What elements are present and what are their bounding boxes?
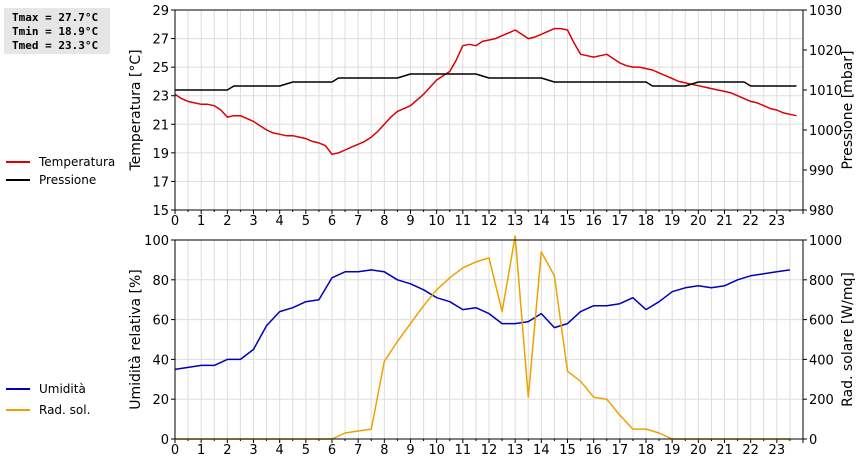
x-tick-label: 12: [481, 443, 498, 458]
x-tick-label: 18: [638, 214, 655, 229]
x-tick-label: 16: [585, 443, 602, 458]
plot-temp-press: 0 1 2 3 4 5 6 7 8 9 10 11 12 13 14 15 16 17 18 19 20 21 22 2315…: [128, 4, 856, 229]
x-tick-label: 7: [354, 443, 362, 458]
y-left-tick-label: 17: [152, 175, 169, 190]
y-right-tick-label: 200: [809, 393, 834, 408]
x-tick-label: 8: [380, 214, 388, 229]
x-tick-label: 6: [328, 443, 336, 458]
x-tick-label: 3: [249, 443, 257, 458]
legend-swatch-umidita: [6, 388, 30, 390]
y-right-axis-label: Pressione [mbar]: [840, 50, 856, 169]
x-tick-label: 2: [223, 214, 231, 229]
y-left-axis-label: Temperatura [°C]: [128, 49, 144, 171]
legend-label-temperatura: Temperatura: [39, 155, 116, 169]
x-tick-label: 7: [354, 214, 362, 229]
legend-label-radsol: Rad. sol.: [39, 403, 91, 417]
y-right-tick-label: 1000: [809, 234, 842, 249]
y-right-tick-label: 800: [809, 274, 834, 289]
x-tick-label: 17: [612, 443, 629, 458]
y-right-tick-label: 400: [809, 353, 834, 368]
y-left-tick-label: 40: [152, 353, 169, 368]
x-tick-label: 11: [455, 214, 472, 229]
x-tick-label: 3: [249, 214, 257, 229]
x-tick-label: 15: [559, 214, 576, 229]
stat-tmed: Tmed = 23.3°C: [12, 39, 99, 52]
y-right-tick-label: 0: [809, 433, 817, 448]
x-tick-label: 10: [428, 214, 445, 229]
y-right-tick-label: 1020: [809, 44, 842, 59]
stats-box: Tmax = 27.7°C Tmin = 18.9°C Tmed = 23.3°…: [4, 8, 110, 54]
legend-swatch-pressione: [6, 179, 30, 181]
legend-swatch-temperatura: [6, 161, 30, 163]
y-left-tick-label: 25: [152, 61, 169, 76]
y-left-axis-label: Umidità relativa [%]: [128, 269, 144, 410]
y-right-tick-label: 1030: [809, 4, 842, 19]
y-left-tick-label: 20: [152, 393, 169, 408]
x-tick-label: 6: [328, 214, 336, 229]
legend-label-umidita: Umidità: [39, 382, 86, 396]
y-right-tick-label: 1010: [809, 84, 842, 99]
y-left-tick-label: 60: [152, 314, 169, 329]
x-tick-label: 1: [197, 443, 205, 458]
legend-swatch-radsol: [6, 409, 30, 411]
y-left-tick-label: 23: [152, 90, 169, 105]
x-tick-label: 12: [481, 214, 498, 229]
x-tick-label: 14: [533, 214, 550, 229]
x-tick-label: 22: [742, 214, 759, 229]
x-tick-label: 0: [171, 443, 179, 458]
x-tick-label: 19: [664, 214, 681, 229]
stat-tmin: Tmin = 18.9°C: [12, 25, 99, 38]
series-line-umidit: [174, 269, 791, 371]
plot-border-temp-press: [174, 9, 804, 211]
y-left-tick-label: 29: [152, 4, 169, 19]
y-left-tick-label: 19: [152, 147, 169, 162]
x-tick-label: 13: [507, 443, 524, 458]
x-tick-label: 20: [690, 214, 707, 229]
x-tick-label: 1: [197, 214, 205, 229]
series-line-temperatura: [174, 27, 797, 156]
y-left-tick-label: 15: [152, 204, 169, 219]
x-tick-label: 17: [612, 214, 629, 229]
y-left-tick-label: 0: [161, 433, 169, 448]
x-tick-label: 9: [406, 214, 414, 229]
x-tick-label: 21: [716, 443, 733, 458]
x-tick-label: 18: [638, 443, 655, 458]
series-line-pressione: [175, 73, 797, 91]
y-right-tick-label: 980: [809, 204, 834, 219]
y-right-tick-label: 600: [809, 314, 834, 329]
stat-tmax: Tmax = 27.7°C: [12, 11, 99, 24]
y-left-tick-label: 80: [152, 274, 169, 289]
x-tick-label: 4: [276, 443, 284, 458]
x-tick-label: 8: [380, 443, 388, 458]
x-tick-label: 0: [171, 214, 179, 229]
x-tick-label: 11: [455, 443, 472, 458]
x-tick-label: 20: [690, 443, 707, 458]
x-tick-label: 14: [533, 443, 550, 458]
x-tick-label: 13: [507, 214, 524, 229]
y-left-tick-label: 21: [152, 118, 169, 133]
plot-hum-rad: 0 1 2 3 4 5 6 7 8 9 10 11 12 13 14 15 16 17 18 19 20 21 22 2302…: [128, 234, 856, 458]
legend-label-pressione: Pressione: [39, 173, 97, 187]
x-tick-label: 5: [302, 443, 310, 458]
plot-border-hum-rad: [174, 239, 804, 440]
x-tick-label: 5: [302, 214, 310, 229]
x-tick-label: 15: [559, 443, 576, 458]
x-tick-label: 23: [769, 443, 786, 458]
y-right-tick-label: 990: [809, 164, 834, 179]
x-tick-label: 2: [223, 443, 231, 458]
x-tick-label: 19: [664, 443, 681, 458]
x-tick-label: 22: [742, 443, 759, 458]
x-tick-label: 23: [769, 214, 786, 229]
x-tick-label: 9: [406, 443, 414, 458]
y-right-tick-label: 1000: [809, 124, 842, 139]
y-right-axis-label: Rad. solare [W/mq]: [840, 272, 856, 407]
x-tick-label: 10: [428, 443, 445, 458]
x-tick-label: 4: [276, 214, 284, 229]
y-left-tick-label: 100: [144, 234, 169, 249]
y-left-tick-label: 27: [152, 33, 169, 48]
x-tick-label: 16: [585, 214, 602, 229]
x-tick-label: 21: [716, 214, 733, 229]
